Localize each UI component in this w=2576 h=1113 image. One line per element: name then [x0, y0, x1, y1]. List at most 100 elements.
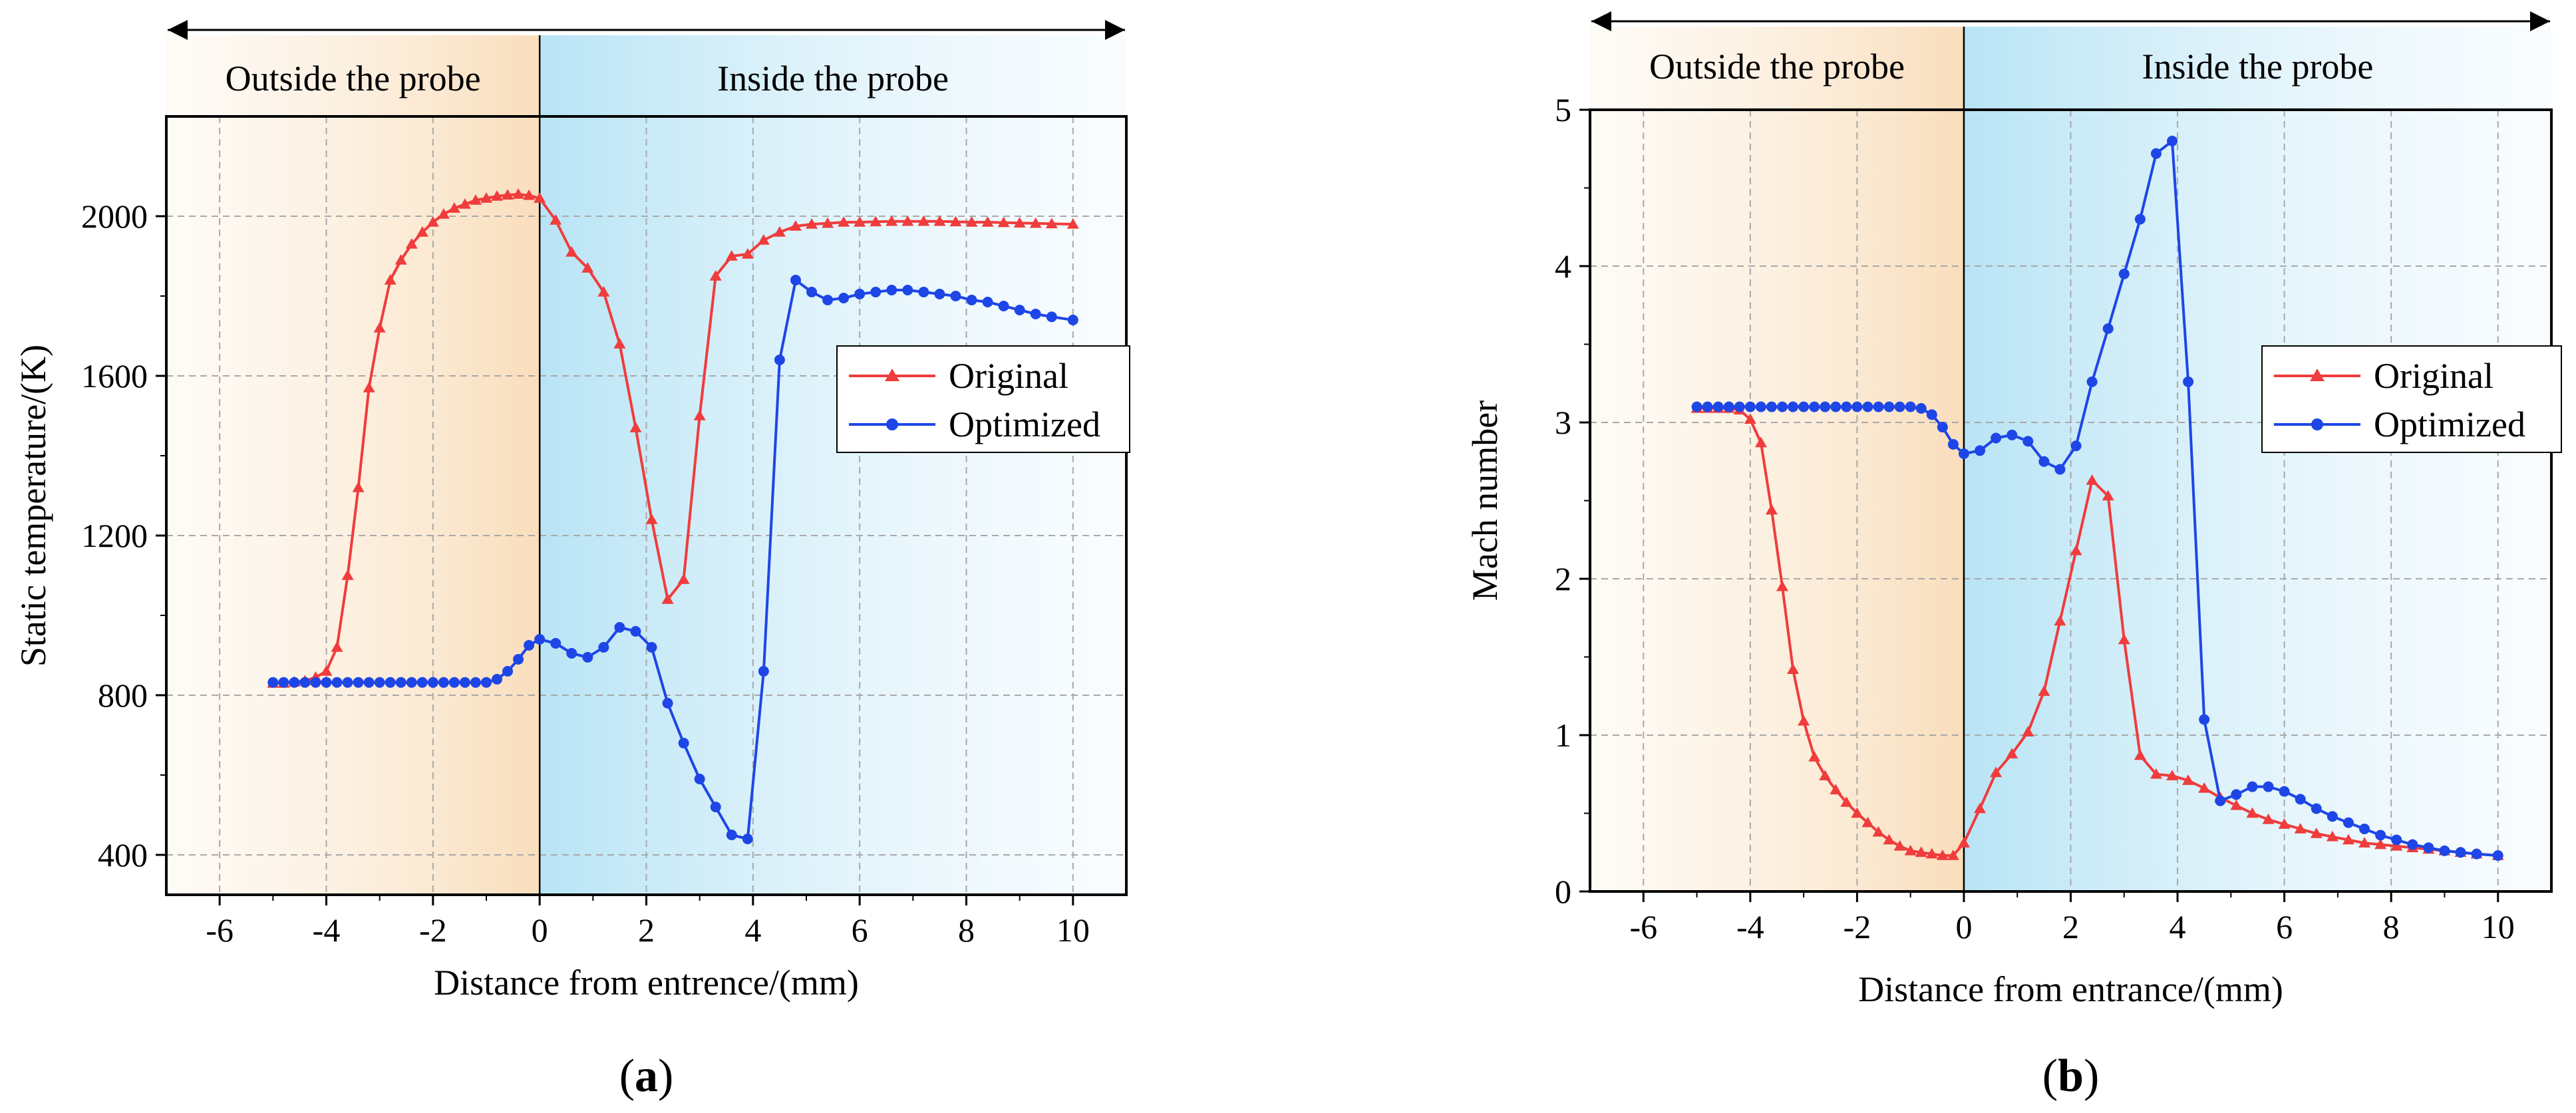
data-point-optimized [934, 289, 945, 299]
data-point-original [458, 198, 471, 209]
data-point-optimized [2167, 136, 2178, 146]
data-point-optimized [1723, 401, 1734, 412]
data-point-optimized [662, 698, 673, 709]
x-tick-label: 4 [2170, 908, 2186, 945]
data-point-optimized [2183, 376, 2194, 387]
data-point-original [613, 338, 626, 349]
data-point-optimized [353, 677, 364, 688]
data-point-original [2182, 774, 2195, 785]
data-point-optimized [513, 654, 524, 665]
y-tick-label: 4 [1555, 247, 1571, 285]
data-point-original [2374, 838, 2387, 850]
data-point-optimized [1691, 401, 1702, 412]
data-point-optimized [2199, 714, 2210, 725]
data-point-optimized [966, 295, 977, 305]
data-point-original [1808, 750, 1821, 762]
data-point-optimized [416, 677, 428, 688]
data-point-original [469, 194, 482, 205]
data-point-optimized [1014, 305, 1025, 315]
data-point-original [331, 641, 343, 652]
data-point-original [757, 234, 770, 245]
data-point-optimized [806, 287, 818, 297]
data-point-optimized [1926, 409, 1937, 420]
x-tick-label: 10 [1056, 911, 1090, 949]
x-tick-label: 8 [2383, 908, 2400, 945]
data-point-optimized [1712, 401, 1724, 412]
series-optimized [1691, 136, 2503, 861]
data-point-original [2150, 768, 2162, 779]
data-point-optimized [2022, 436, 2034, 447]
data-point-optimized [950, 291, 961, 301]
panel-label: (b) [2042, 1050, 2100, 1102]
data-point-original [1883, 834, 1895, 845]
data-point-optimized [630, 626, 641, 637]
data-point-optimized [838, 293, 850, 303]
legend: Original Optimized [2261, 345, 2562, 453]
y-tick-label: 2 [1555, 560, 1571, 597]
data-point-optimized [726, 830, 737, 840]
data-point-optimized [902, 285, 913, 295]
y-tick-label: 1200 [81, 517, 148, 554]
y-tick-label: 5 [1555, 91, 1571, 128]
data-point-original [2326, 830, 2338, 842]
data-point-optimized [1905, 401, 1916, 412]
series-optimized [267, 275, 1078, 844]
data-point-optimized [363, 677, 375, 688]
data-point-original [1990, 766, 2003, 778]
data-point-original [1936, 849, 1949, 860]
inside-probe-label: Inside the probe [717, 59, 949, 98]
data-point-optimized [582, 652, 593, 663]
data-point-optimized [331, 677, 343, 688]
data-point-original [502, 189, 514, 200]
data-point-optimized [998, 301, 1009, 311]
data-point-original [2038, 685, 2050, 696]
data-point-optimized [790, 275, 801, 285]
data-point-optimized [1744, 401, 1756, 412]
x-tick-label: 6 [2276, 908, 2293, 945]
data-point-optimized [2263, 781, 2274, 792]
legend-label-optimized: Optimized [949, 404, 1100, 444]
data-point-original [363, 382, 375, 393]
data-point-original [1904, 844, 1917, 856]
data-point-optimized [448, 677, 460, 688]
data-point-original [933, 215, 946, 226]
data-point-optimized [2359, 824, 2370, 834]
panel-label: (a) [619, 1050, 674, 1102]
data-point-original [1765, 504, 1778, 515]
data-point-original [2118, 633, 2130, 645]
data-point-original [491, 190, 504, 201]
x-tick-label: 6 [852, 911, 868, 949]
data-point-optimized [1852, 401, 1863, 412]
data-point-original [1045, 218, 1058, 229]
data-point-optimized [299, 677, 311, 688]
data-point-optimized [2279, 786, 2290, 797]
data-point-optimized [395, 677, 406, 688]
panel-b-mach-chart: Outside the probe Inside the probe -6 -4 -2 0… [1465, 11, 2562, 1102]
data-point-original [629, 422, 642, 432]
data-point-optimized [406, 677, 417, 688]
data-point-optimized [1873, 401, 1884, 412]
data-point-original [645, 514, 658, 524]
legend-label-original: Original [2374, 356, 2494, 396]
data-point-original [384, 274, 397, 285]
data-point-original [981, 216, 994, 227]
data-point-optimized [438, 677, 449, 688]
y-tick-label: 1 [1555, 716, 1571, 754]
data-point-original [917, 215, 930, 226]
data-point-optimized [2038, 456, 2050, 467]
data-point-original [965, 216, 978, 227]
data-point-original [822, 217, 834, 228]
x-tick-label: 8 [958, 911, 975, 949]
data-point-original [2198, 782, 2211, 793]
data-point-original [1066, 218, 1079, 229]
data-point-original [2278, 818, 2291, 829]
panel-label-close-paren: ) [658, 1050, 673, 1102]
data-point-original [565, 246, 578, 257]
data-point-original [1776, 580, 1788, 591]
data-point-optimized [1798, 401, 1810, 412]
data-point-optimized [492, 674, 503, 685]
data-point-optimized [342, 677, 353, 688]
data-point-original [534, 192, 546, 203]
data-point-optimized [678, 738, 689, 748]
data-point-original [1819, 770, 1832, 780]
